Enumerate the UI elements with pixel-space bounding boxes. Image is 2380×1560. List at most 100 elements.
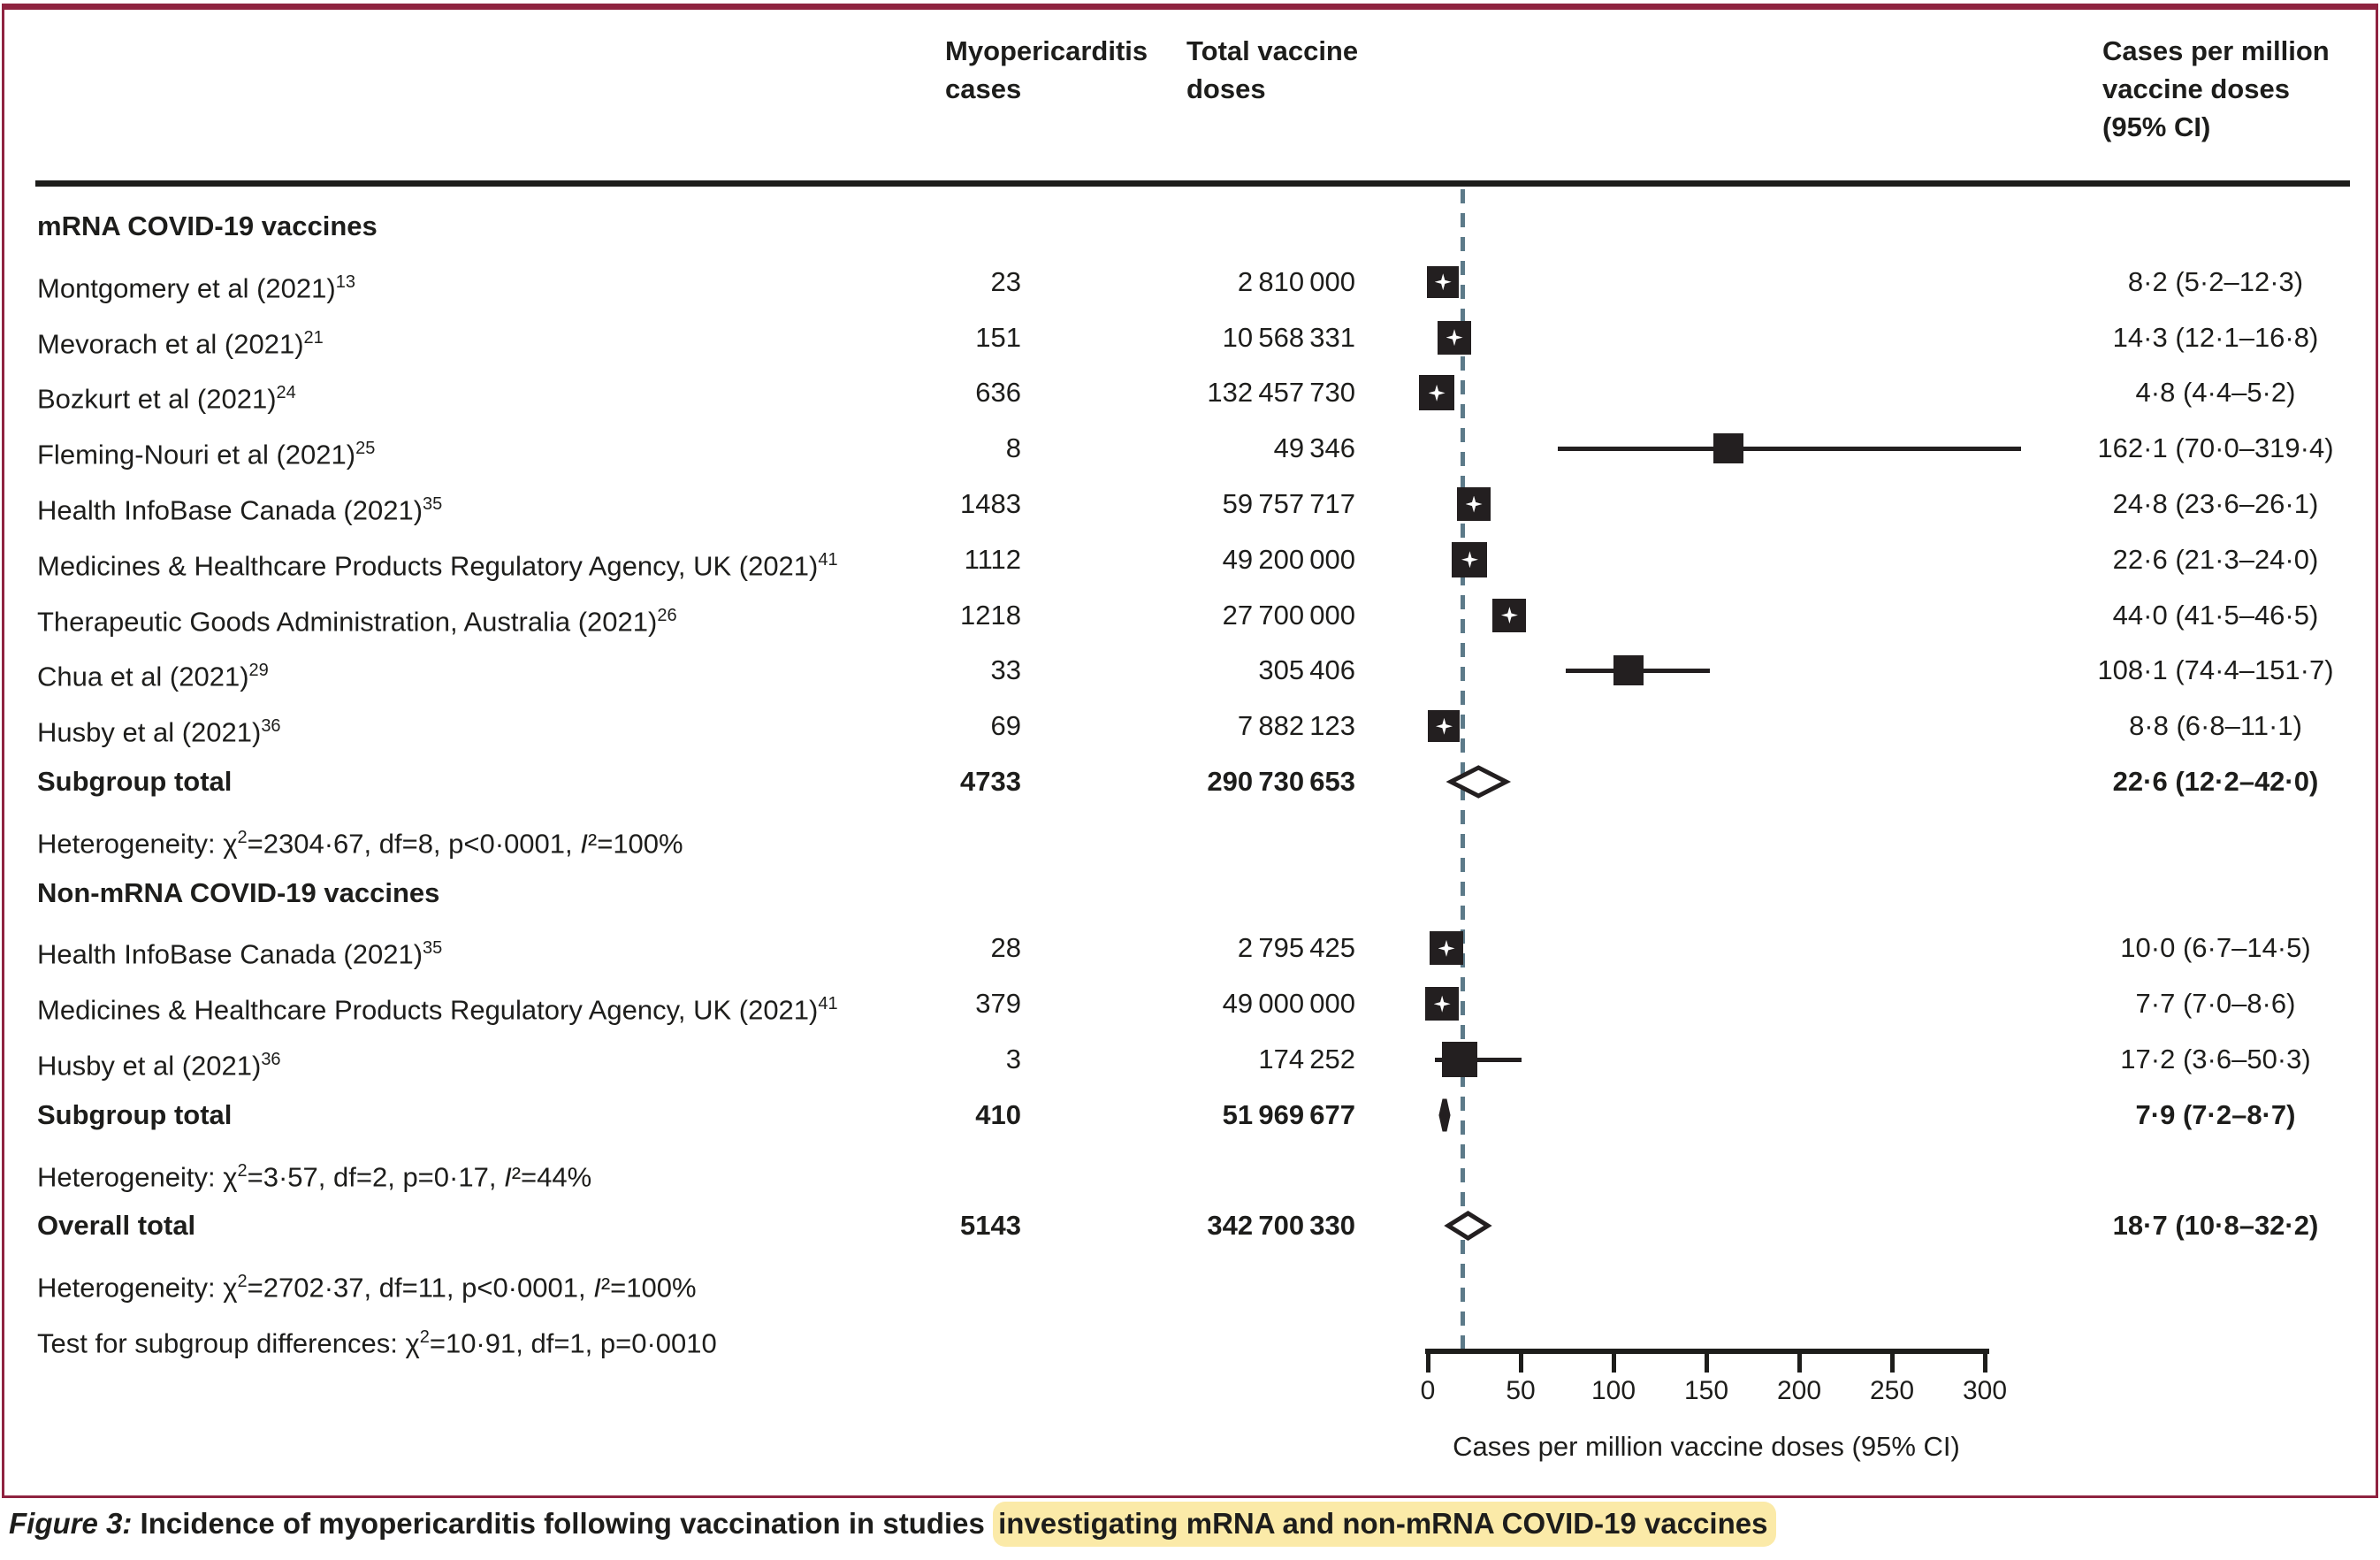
study-square-marker: [1452, 541, 1488, 577]
doses-value: 342 700 330: [1207, 1210, 1355, 1242]
ci-value: 10·0 (6·7–14·5): [2120, 932, 2311, 964]
study-square-marker: [1428, 710, 1461, 743]
row-label: Test for subgroup differences: χ2=10·91,…: [37, 1327, 717, 1359]
row-label: Heterogeneity: χ2=2304·67, df=8, p<0·000…: [37, 827, 683, 860]
column-header-doses: Total vaccine doses: [1186, 35, 1359, 104]
x-axis-tick-label: 200: [1776, 1376, 1822, 1405]
doses-value: 132 457 730: [1207, 377, 1355, 409]
doses-value: 305 406: [1258, 654, 1355, 686]
ci-value: 18·7 (10·8–32·2): [2112, 1210, 2319, 1242]
ci-value: 22·6 (21·3–24·0): [2112, 543, 2319, 575]
ci-whisker: [1558, 446, 2021, 451]
caption-highlighted-text: investigating mRNA and non-mRNA COVID-19…: [993, 1502, 1777, 1547]
doses-value: 2 795 425: [1237, 932, 1355, 964]
point-estimate-star: [1435, 717, 1453, 735]
row-label: Health InfoBase Canada (2021)35: [37, 494, 443, 526]
figure-caption: Figure 3: Incidence of myopericarditis f…: [9, 1502, 1777, 1547]
row-label: Fleming-Nouri et al (2021)25: [37, 439, 376, 470]
point-estimate-star: [1500, 607, 1518, 624]
row-label: Bozkurt et al (2021)24: [37, 383, 296, 415]
cases-value: 69: [990, 710, 1021, 742]
figure-frame: [2, 4, 2378, 1498]
point-estimate-star: [1438, 939, 1455, 957]
row-label: Mevorach et al (2021)21: [37, 327, 324, 359]
doses-value: 51 969 677: [1222, 1098, 1355, 1130]
row-label: Health InfoBase Canada (2021)35: [37, 938, 443, 970]
cases-value: 1483: [960, 488, 1021, 519]
summary-diamond: [1446, 765, 1511, 799]
cases-value: 379: [975, 988, 1021, 1020]
point-estimate-star: [1461, 551, 1478, 569]
doses-value: 59 757 717: [1222, 488, 1355, 519]
ci-value: 14·3 (12·1–16·8): [2112, 321, 2319, 353]
x-axis-tick-label: 50: [1506, 1376, 1536, 1405]
doses-value: 2 810 000: [1237, 265, 1355, 297]
ci-value: 7·9 (7·2–8·7): [2135, 1098, 2296, 1130]
row-label: Montgomery et al (2021)13: [37, 271, 355, 304]
x-axis-tick-label: 0: [1420, 1376, 1436, 1405]
study-square-marker: [1492, 598, 1527, 632]
point-estimate-star: [1433, 995, 1451, 1013]
row-label: Overall total: [37, 1210, 196, 1242]
row-label: Therapeutic Goods Administration, Austra…: [37, 605, 677, 637]
cases-value: 636: [975, 377, 1021, 409]
point-estimate-star: [1428, 384, 1446, 401]
x-axis-tick: [1889, 1351, 1895, 1373]
x-axis-tick: [1518, 1351, 1523, 1373]
reference-dashed-line: [1461, 189, 1465, 1349]
column-header-rate: Cases per million vaccine doses (95% CI): [2102, 35, 2330, 142]
row-label: Heterogeneity: χ2=3·57, df=2, p=0·17, I²…: [37, 1160, 592, 1192]
ci-value: 108·1 (74·4–151·7): [2097, 654, 2334, 686]
doses-value: 290 730 653: [1207, 766, 1355, 797]
column-header-cases: Myopericarditis cases: [945, 35, 1148, 104]
ci-value: 8·8 (6·8–11·1): [2129, 710, 2302, 742]
cases-value: 410: [975, 1098, 1021, 1130]
ci-whisker: [1434, 1057, 1522, 1062]
ci-value: 24·8 (23·6–26·1): [2112, 488, 2319, 519]
doses-value: 7 882 123: [1237, 710, 1355, 742]
row-label: Chua et al (2021)29: [37, 661, 269, 692]
cases-value: 8: [1005, 432, 1021, 464]
ci-value: 17·2 (3·6–50·3): [2120, 1044, 2311, 1074]
study-square-marker: [1442, 1042, 1478, 1077]
row-label: Husby et al (2021)36: [37, 716, 281, 748]
cases-value: 151: [975, 321, 1021, 353]
subtotal-diamond-filled: [1438, 1098, 1451, 1132]
x-axis-tick-label: 100: [1590, 1376, 1636, 1405]
x-axis-tick: [1796, 1351, 1802, 1373]
row-label: Heterogeneity: χ2=2702·37, df=11, p<0·00…: [37, 1272, 697, 1304]
ci-value: 8·2 (5·2–12·3): [2127, 265, 2304, 297]
x-axis-title: Cases per million vaccine doses (95% CI): [1453, 1431, 1960, 1462]
cases-value: 23: [990, 265, 1021, 297]
summary-diamond: [1443, 1211, 1492, 1242]
x-axis-tick: [1982, 1351, 1987, 1373]
x-axis-tick-label: 150: [1683, 1376, 1729, 1405]
x-axis-tick-label: 250: [1869, 1376, 1915, 1405]
ci-value: 4·8 (4·4–5·2): [2135, 377, 2296, 409]
x-axis-tick-label: 300: [1962, 1376, 2008, 1405]
point-estimate-star: [1465, 495, 1483, 513]
cases-value: 33: [990, 654, 1021, 686]
cases-value: 28: [990, 932, 1021, 964]
caption-text: Incidence of myopericarditis following v…: [132, 1507, 994, 1540]
cases-value: 1218: [960, 599, 1021, 631]
row-label: Medicines & Healthcare Products Regulato…: [37, 549, 838, 582]
study-square-marker: [1438, 320, 1472, 355]
study-square-marker: [1430, 931, 1463, 966]
doses-value: 49 200 000: [1222, 543, 1355, 575]
study-square-marker: [1713, 433, 1744, 464]
cases-value: 1112: [964, 543, 1021, 575]
study-square-marker: [1427, 265, 1460, 298]
ci-value: 22·6 (12·2–42·0): [2112, 766, 2319, 797]
doses-value: 49 346: [1273, 432, 1355, 464]
row-label: Husby et al (2021)36: [37, 1050, 281, 1082]
doses-value: 49 000 000: [1222, 988, 1355, 1020]
cases-value: 5143: [960, 1210, 1021, 1242]
ci-value: 162·1 (70·0–319·4): [2097, 432, 2334, 464]
ci-value: 7·7 (7·0–8·6): [2135, 988, 2296, 1020]
x-axis-tick: [1704, 1351, 1709, 1373]
study-square-marker: [1457, 487, 1491, 521]
row-label: Subgroup total: [37, 1098, 233, 1130]
cases-value: 4733: [960, 766, 1021, 797]
